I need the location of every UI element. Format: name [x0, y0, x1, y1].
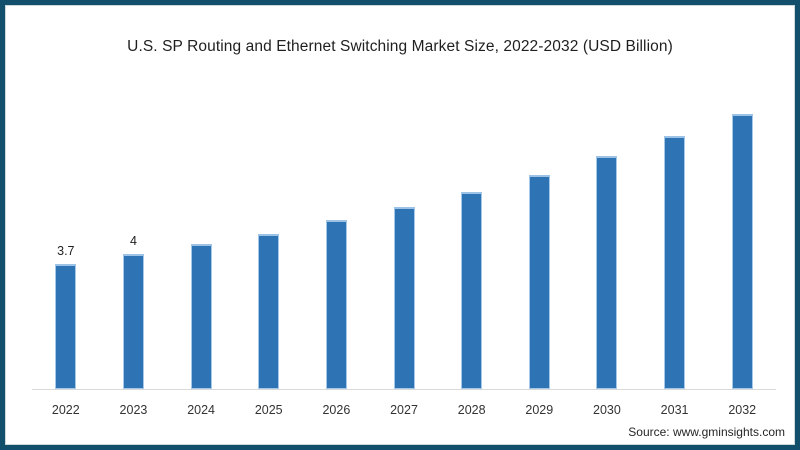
x-tick-label: 2026 [322, 403, 351, 417]
bar-column [167, 89, 235, 389]
x-tick-label: 2025 [254, 403, 283, 417]
bar [325, 220, 347, 389]
x-tick-label: 2030 [593, 403, 621, 417]
source-credit: Source: www.gminsights.com [628, 425, 785, 439]
x-tick-label: 2032 [728, 403, 757, 417]
x-tick-label: 2022 [51, 403, 80, 417]
x-tick-label: 2027 [390, 403, 418, 417]
x-axis-labels: 2022 2023 2024 2025 2026 2027 2028 2029 2030 2031… [32, 397, 776, 417]
x-tick-label: 2031 [660, 403, 689, 417]
bar-column: 4 [100, 89, 168, 389]
bar [528, 175, 550, 389]
bar-column: 3.7 [32, 89, 100, 389]
bar-column [438, 89, 506, 389]
bar-column [641, 89, 709, 389]
bar [664, 136, 686, 389]
bar [731, 114, 753, 389]
bar-column [505, 89, 573, 389]
bar [55, 264, 77, 389]
bar [122, 254, 144, 389]
data-label: 3.7 [57, 244, 75, 258]
x-tick-label: 2028 [457, 403, 486, 417]
bar-column [708, 89, 776, 389]
bar-column [573, 89, 641, 389]
bar [258, 234, 280, 389]
bar-column [303, 89, 371, 389]
bar [596, 156, 618, 389]
x-tick-label: 2029 [525, 403, 554, 417]
x-tick-label: 2023 [119, 403, 148, 417]
chart-title: U.S. SP Routing and Ethernet Switching M… [127, 38, 673, 55]
bar [190, 244, 212, 389]
x-tick-label: 2024 [187, 403, 215, 417]
bar-group: 3.7 4 [32, 89, 776, 390]
bar-column [370, 89, 438, 389]
bar [461, 192, 483, 389]
data-label: 4 [129, 234, 137, 248]
bar-column [235, 89, 303, 389]
bar [393, 207, 415, 389]
